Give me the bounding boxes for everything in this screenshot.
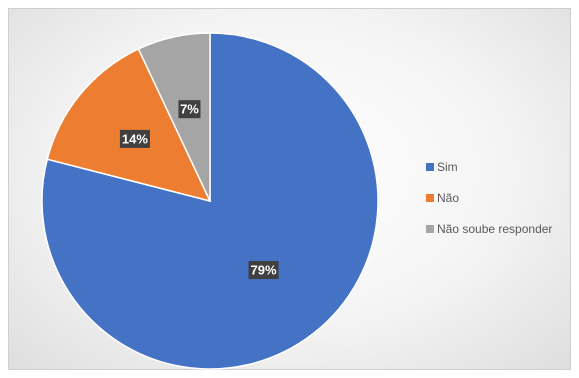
legend-label: Sim	[437, 159, 458, 174]
data-label-box	[178, 100, 201, 119]
data-label: 14%	[122, 131, 148, 146]
legend: Sim Não Não soube responder	[426, 159, 552, 252]
legend-swatch	[426, 193, 434, 202]
legend-swatch	[426, 162, 434, 171]
legend-swatch	[426, 224, 434, 233]
data-label-box	[119, 129, 150, 148]
data-label: 79%	[251, 263, 277, 278]
pie-slice-n-o-soube-responder	[137, 32, 211, 202]
pie-slice-n-o	[46, 47, 212, 203]
legend-item: Não	[426, 190, 552, 205]
legend-label: Não	[437, 190, 460, 205]
data-label: 7%	[180, 102, 199, 117]
legend-item: Não soube responder	[426, 221, 552, 236]
pie-slice-sim	[41, 32, 379, 370]
legend-item: Sim	[426, 159, 552, 174]
data-labels: 79% 14% 7%	[119, 100, 279, 280]
chart-area: 79% 14% 7% Sim Não Não soube responder	[8, 8, 571, 370]
legend-label: Não soube responder	[437, 221, 553, 236]
data-label-box	[248, 261, 279, 280]
pie-chart: 79% 14% 7%	[41, 32, 379, 370]
